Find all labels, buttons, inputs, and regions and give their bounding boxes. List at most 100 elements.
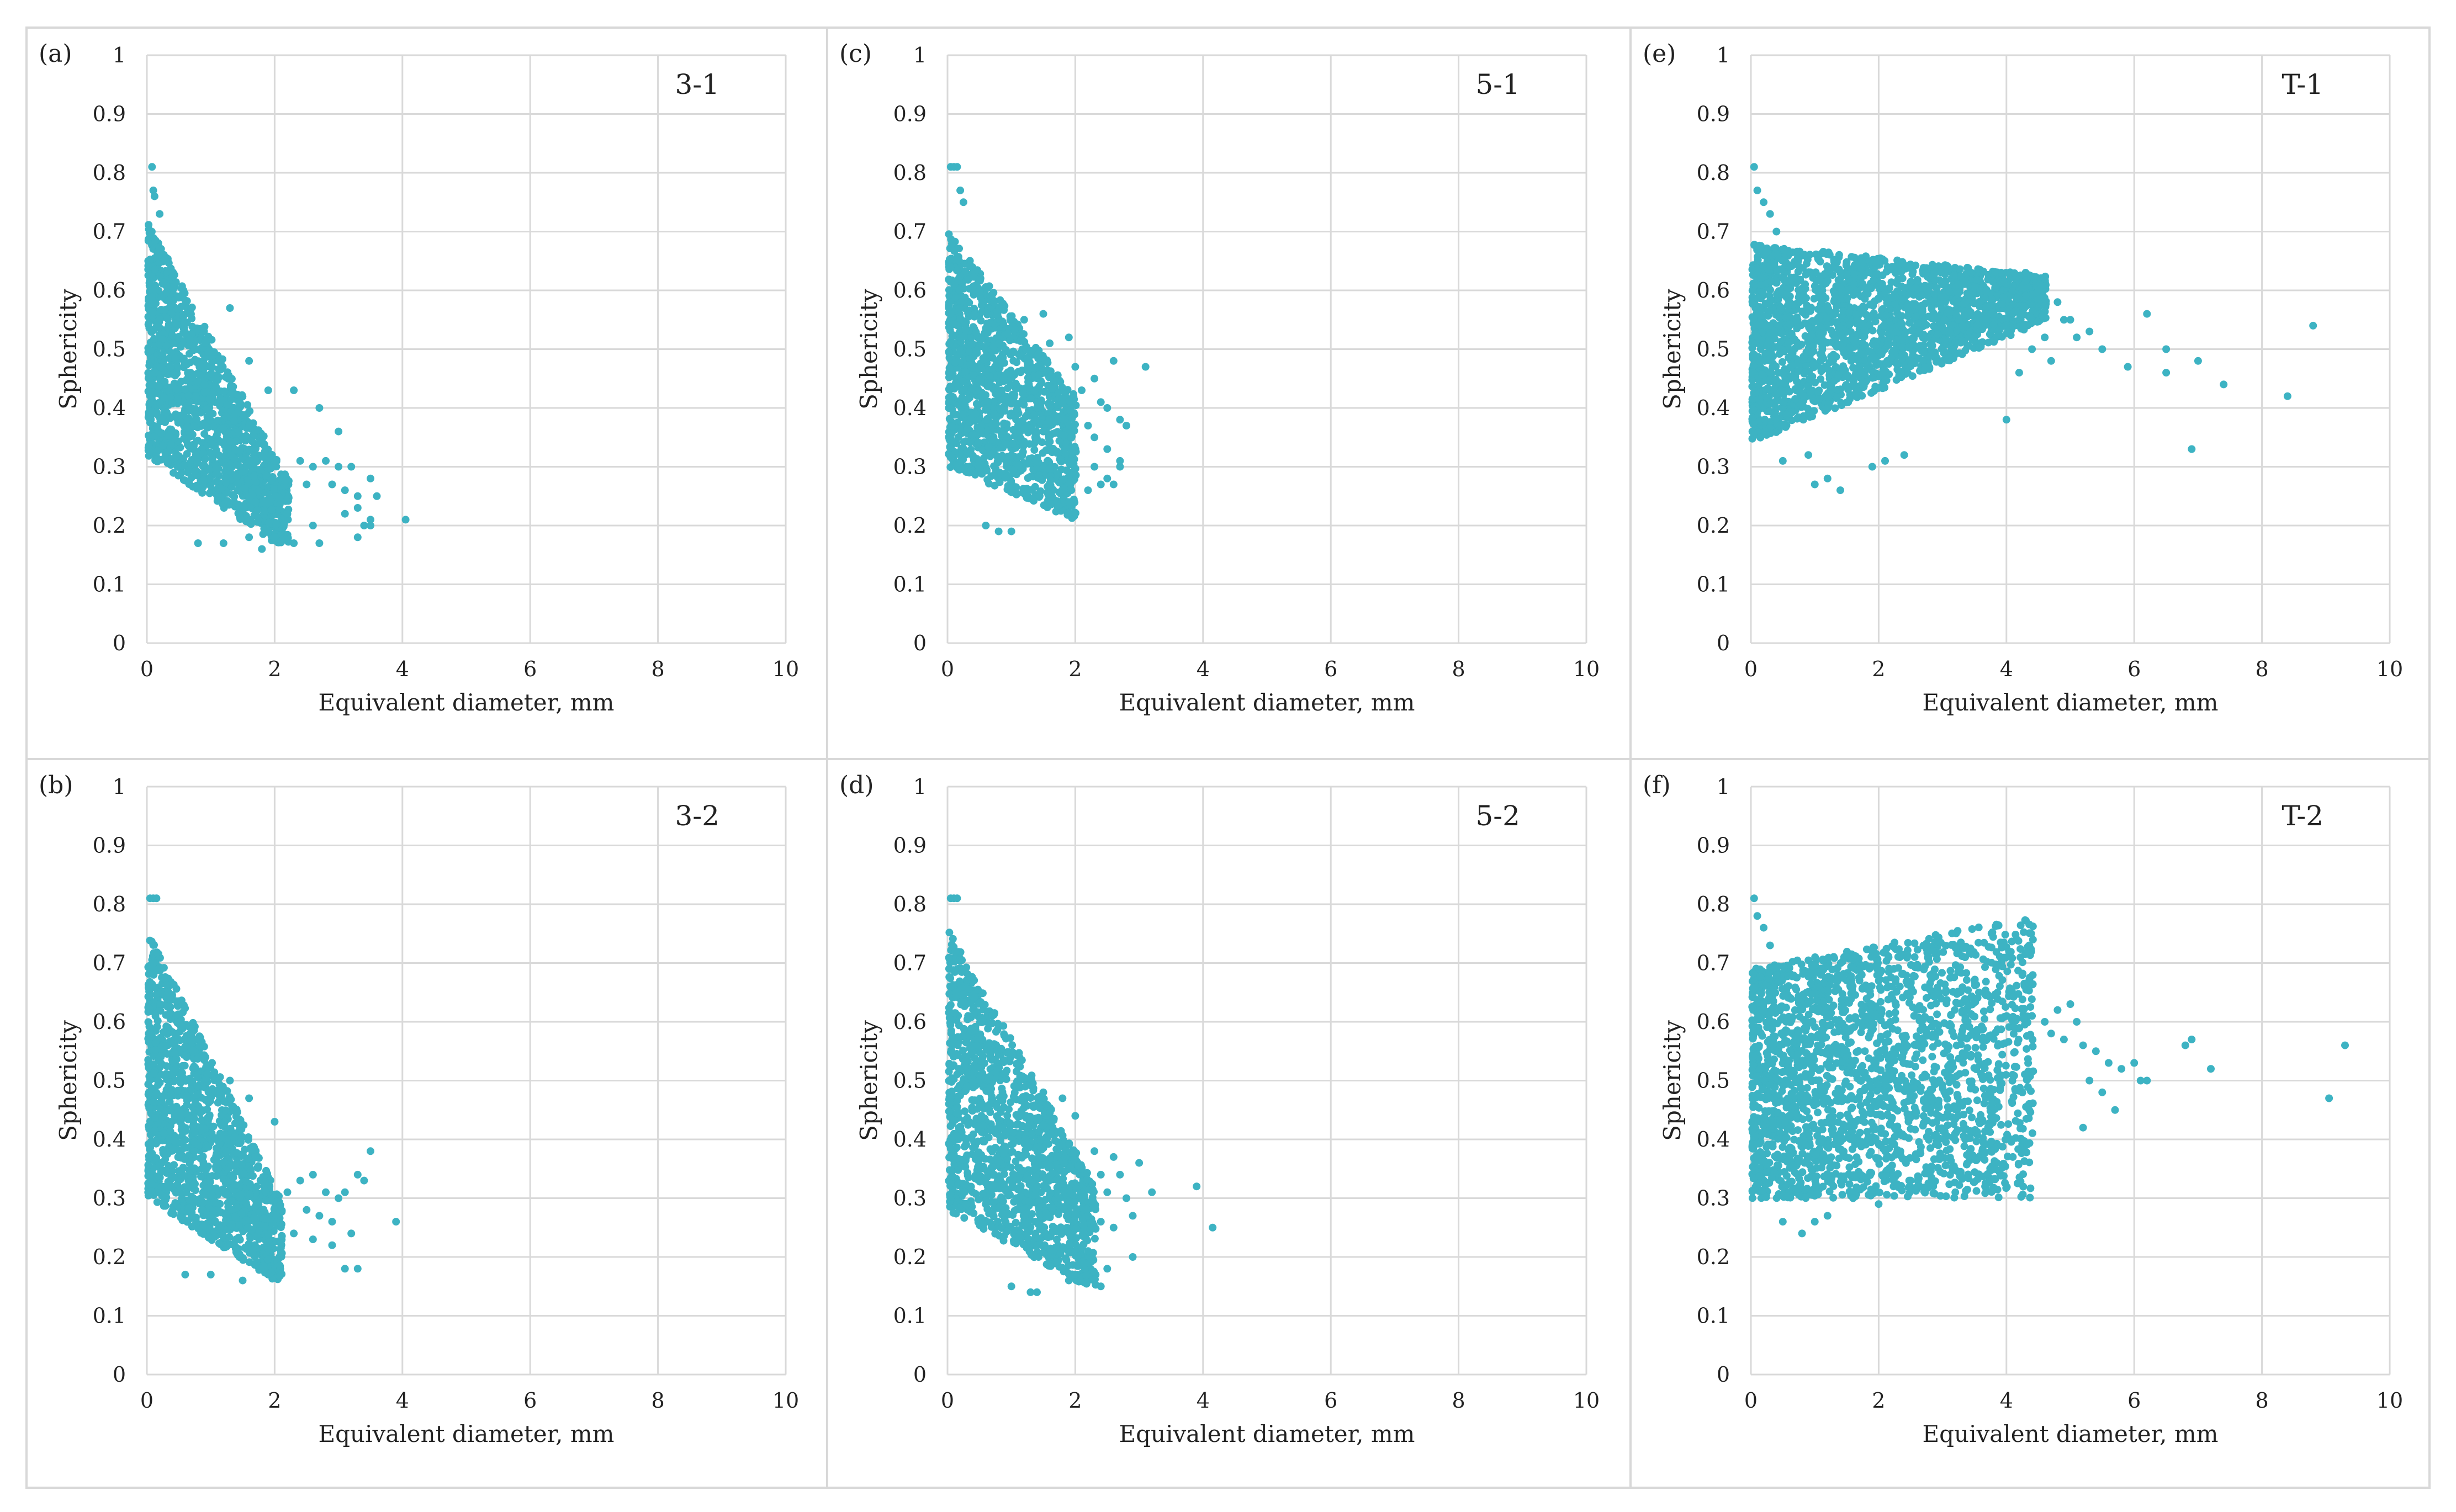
scatter-point [335,463,343,471]
scatter-point [194,539,202,547]
scatter-point [1020,425,1029,433]
scatter-point [373,492,381,500]
scatter-point [276,1272,284,1280]
scatter-point [214,496,222,505]
scatter-point [980,454,988,463]
scatter-point [1116,416,1124,424]
scatter-point [353,504,362,512]
scatter-point [156,1104,164,1112]
scatter-point [157,1053,165,1061]
scatter-point [246,516,255,524]
scatter-point [160,278,168,287]
scatter-point [198,1116,205,1124]
scatter-point [203,1105,211,1113]
scatter-point [335,1194,343,1202]
x-tick-label: 0 [140,1388,154,1413]
scatter-point [260,524,268,533]
scatter-point [980,343,988,351]
scatter-point [1061,415,1069,423]
scatter-point [964,425,972,433]
scatter-point [198,489,207,497]
scatter-point [972,410,980,418]
x-tick-label: 10 [772,1388,799,1413]
scatter-point [172,410,180,418]
scatter-point [953,163,961,171]
scatter-point [401,516,410,524]
scatter-point [169,339,177,347]
scatter-point [1047,476,1055,484]
scatter-point [174,1010,182,1018]
scatter-point [185,478,193,486]
scatter-point [945,340,954,348]
scatter-point [1060,475,1068,484]
x-axis-title: Equivalent diameter, mm [319,689,615,716]
scatter-point [146,1076,154,1084]
scatter-point [1020,316,1028,324]
scatter-point [172,1065,180,1073]
scatter-point [353,1265,362,1273]
scatter-point [264,1246,273,1254]
scatter-point [290,1229,298,1238]
scatter-point [1019,390,1027,398]
y-tick-label: 0.3 [93,455,126,479]
scatter-point [1010,390,1019,399]
scatter-point [267,506,276,514]
scatter-point [208,1085,216,1093]
scatter-point [1055,488,1063,496]
scatter-point [258,453,267,461]
scatter-point [170,1137,178,1144]
scatter-point [219,424,227,432]
scatter-point [188,1212,197,1220]
scatter-point [171,319,179,327]
scatter-point [992,466,1000,474]
y-tick-label: 0.9 [93,102,126,126]
scatter-point [190,1138,198,1146]
scatter-point [207,369,215,378]
scatter-point [215,452,223,459]
scatter-point [172,1189,180,1197]
scatter-point [232,1149,241,1157]
scatter-point [1026,394,1035,402]
scatter-point [245,445,253,454]
scatter-point [166,1037,174,1046]
scatter-point [212,1184,220,1192]
scatter-point [1016,452,1024,460]
scatter-point [994,527,1003,535]
x-tick-label: 8 [652,1388,665,1413]
scatter-point [240,411,247,419]
scatter-point [177,1195,186,1203]
series-label: 5-1 [1475,68,1520,100]
y-tick-label: 0.7 [893,220,927,244]
scatter-point [261,1187,269,1195]
scatter-point [1044,359,1052,367]
scatter-point [156,1033,165,1042]
scatter-point [163,1183,171,1191]
scatter-point [155,382,163,390]
scatter-point [1011,325,1019,333]
scatter-point [1037,396,1045,405]
scatter-point [246,1190,254,1198]
scatter-point [1060,431,1068,439]
scatter-point [165,296,173,304]
scatter-point [212,383,220,391]
scatter-point [235,1120,243,1128]
scatter-point [234,390,242,399]
scatter-point [262,471,271,480]
scatter-point [1071,443,1079,451]
scatter-point [177,1213,185,1222]
scatter-point [1044,457,1052,465]
y-tick-label: 0.7 [93,951,126,975]
scatter-point [158,351,167,359]
scatter-point [1042,446,1050,454]
scatter-point [274,506,282,514]
scatter-point [246,407,254,415]
scatter-point [1078,386,1086,394]
scatter-point [227,483,235,491]
scatter-point [177,284,186,293]
scatter-point [213,1150,221,1158]
scatter-point [985,282,993,290]
scatter-point [181,1270,189,1278]
scatter-point [1071,464,1078,473]
scatter-point [990,410,998,418]
scatter-point [187,432,195,441]
